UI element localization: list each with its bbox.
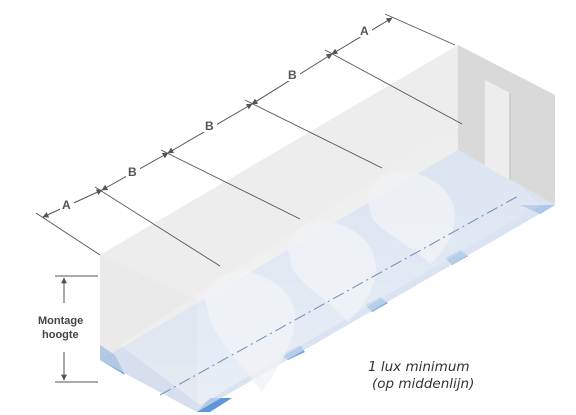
near-end-wall <box>100 255 197 412</box>
dim-label-b-1: B <box>128 165 137 179</box>
center-line <box>159 194 521 396</box>
dim-label-a-right: A <box>360 24 369 38</box>
illuminance-note-line2: (op middenlijn) <box>372 376 474 392</box>
mounting-height-dimension <box>55 275 98 383</box>
door <box>485 80 510 180</box>
ceiling <box>100 45 555 300</box>
dim-label-a-left: A <box>62 198 71 212</box>
front-wall <box>197 95 555 412</box>
mounting-height-label-line2: hoogte <box>42 329 79 341</box>
dim-label-b-2: B <box>205 119 214 133</box>
extension-lines <box>35 13 463 267</box>
floor-edge-front <box>197 398 232 412</box>
illuminance-note-line1: 1 lux minimum <box>368 359 470 375</box>
mounting-height-label-line1: Montage <box>38 315 83 327</box>
dim-label-b-3: B <box>288 68 297 82</box>
